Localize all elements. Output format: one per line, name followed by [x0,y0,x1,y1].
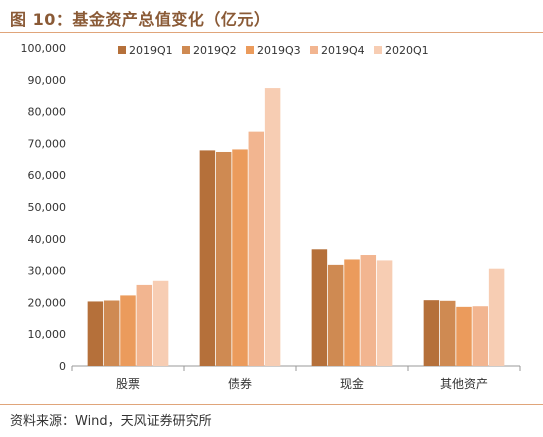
legend-swatch [118,46,126,54]
bottom-rule [0,404,543,405]
bar [136,284,153,366]
legend-swatch [310,46,318,54]
y-tick-label: 90,000 [28,74,67,87]
bar [327,264,344,366]
bar [311,249,328,366]
y-tick-label: 20,000 [28,296,67,309]
legend-swatch [246,46,254,54]
bar [199,150,216,366]
bar [264,88,281,367]
y-tick-label: 80,000 [28,106,67,119]
y-tick-label: 30,000 [28,265,67,278]
bar [472,306,489,366]
legend-swatch [374,46,382,54]
bar [488,268,505,366]
source-note: 资料来源：Wind，天风证券研究所 [10,414,212,429]
legend-label: 2019Q1 [129,44,173,57]
x-category-label: 股票 [116,377,140,391]
legend-label: 2020Q1 [385,44,429,57]
y-tick-label: 10,000 [28,328,67,341]
bar [376,260,393,366]
y-tick-label: 60,000 [28,169,67,182]
y-tick-label: 100,000 [21,42,67,55]
bar [152,280,169,366]
y-tick-label: 0 [59,360,66,373]
y-tick-label: 50,000 [28,201,67,214]
bar [439,300,456,366]
bar [248,131,265,366]
bar [232,149,248,366]
legend-swatch [182,46,190,54]
bar [215,151,232,366]
x-category-label: 现金 [340,376,364,391]
x-category-label: 债券 [228,376,252,391]
bar [120,295,136,366]
x-category-label: 其他资产 [440,377,488,391]
bar [360,255,377,366]
legend-label: 2019Q4 [321,44,365,57]
legend-label: 2019Q2 [193,44,237,57]
bar [103,300,120,366]
legend-label: 2019Q3 [257,44,301,57]
bar [423,300,440,366]
bar [456,306,472,366]
y-tick-label: 70,000 [28,137,67,150]
y-tick-label: 40,000 [28,233,67,246]
bar [344,259,360,366]
top-rule [0,32,543,33]
bar [87,301,104,366]
figure-title: 图 10：基金资产总值变化（亿元） [10,10,271,29]
